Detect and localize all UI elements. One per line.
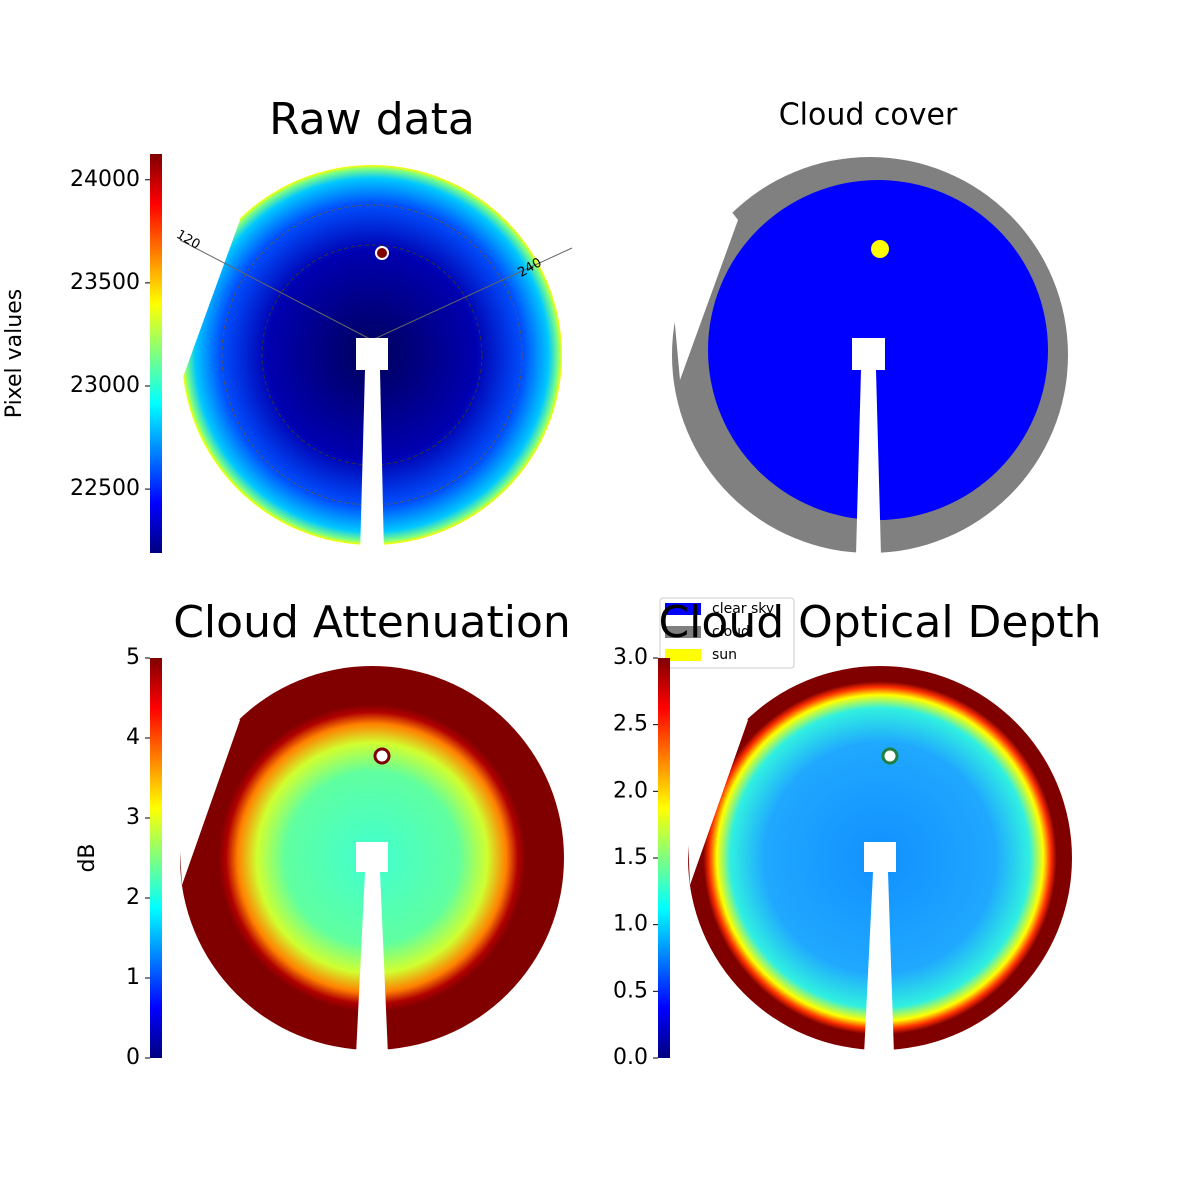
panel-title: Cloud Attenuation — [173, 597, 571, 648]
colorbar-tick-label: 23000 — [70, 373, 140, 398]
colorbar — [150, 154, 162, 553]
colorbar-tick-label: 1 — [126, 965, 140, 990]
colorbar-tick-label: 4 — [126, 725, 140, 750]
cloud-mask-image — [670, 157, 1068, 555]
colorbar-tick-label: 1.5 — [613, 845, 648, 870]
colorbar — [150, 658, 162, 1058]
panel-title: Raw data — [269, 94, 475, 145]
legend-swatch — [665, 649, 701, 661]
colorbar-tick-label: 24000 — [70, 167, 140, 192]
colorbar-tick-label: 2.0 — [613, 778, 648, 803]
legend-label: sun — [712, 647, 737, 663]
attenuation-image — [175, 666, 564, 1055]
colorbar-tick-label: 3 — [126, 805, 140, 830]
colorbar-tick-label: 1.0 — [613, 912, 648, 937]
colorbar-label: dB — [75, 843, 100, 872]
colorbar-tick-label: 0.5 — [613, 978, 648, 1003]
colorbar-tick-label: 2 — [126, 885, 140, 910]
optical-depth-image — [685, 666, 1072, 1055]
legend-label: clear sky — [712, 601, 774, 617]
colorbar-tick-label: 3.0 — [613, 645, 648, 670]
colorbar-tick-label: 5 — [126, 645, 140, 670]
legend-swatch — [665, 626, 701, 638]
colorbar — [658, 658, 670, 1058]
colorbar-tick-label: 0.0 — [613, 1045, 648, 1070]
legend-label: cloud — [712, 624, 750, 640]
panel-title: Cloud cover — [779, 98, 958, 133]
colorbar-tick-label: 0 — [126, 1045, 140, 1070]
sky-image — [179, 165, 573, 555]
colorbar-tick-label: 2.5 — [613, 712, 648, 737]
colorbar-tick-label: 22500 — [70, 476, 140, 501]
colorbar-label: Pixel values — [2, 289, 27, 418]
legend-swatch — [665, 603, 701, 615]
colorbar-tick-label: 23500 — [70, 270, 140, 295]
panel-title: Cloud Optical Depth — [658, 597, 1101, 648]
